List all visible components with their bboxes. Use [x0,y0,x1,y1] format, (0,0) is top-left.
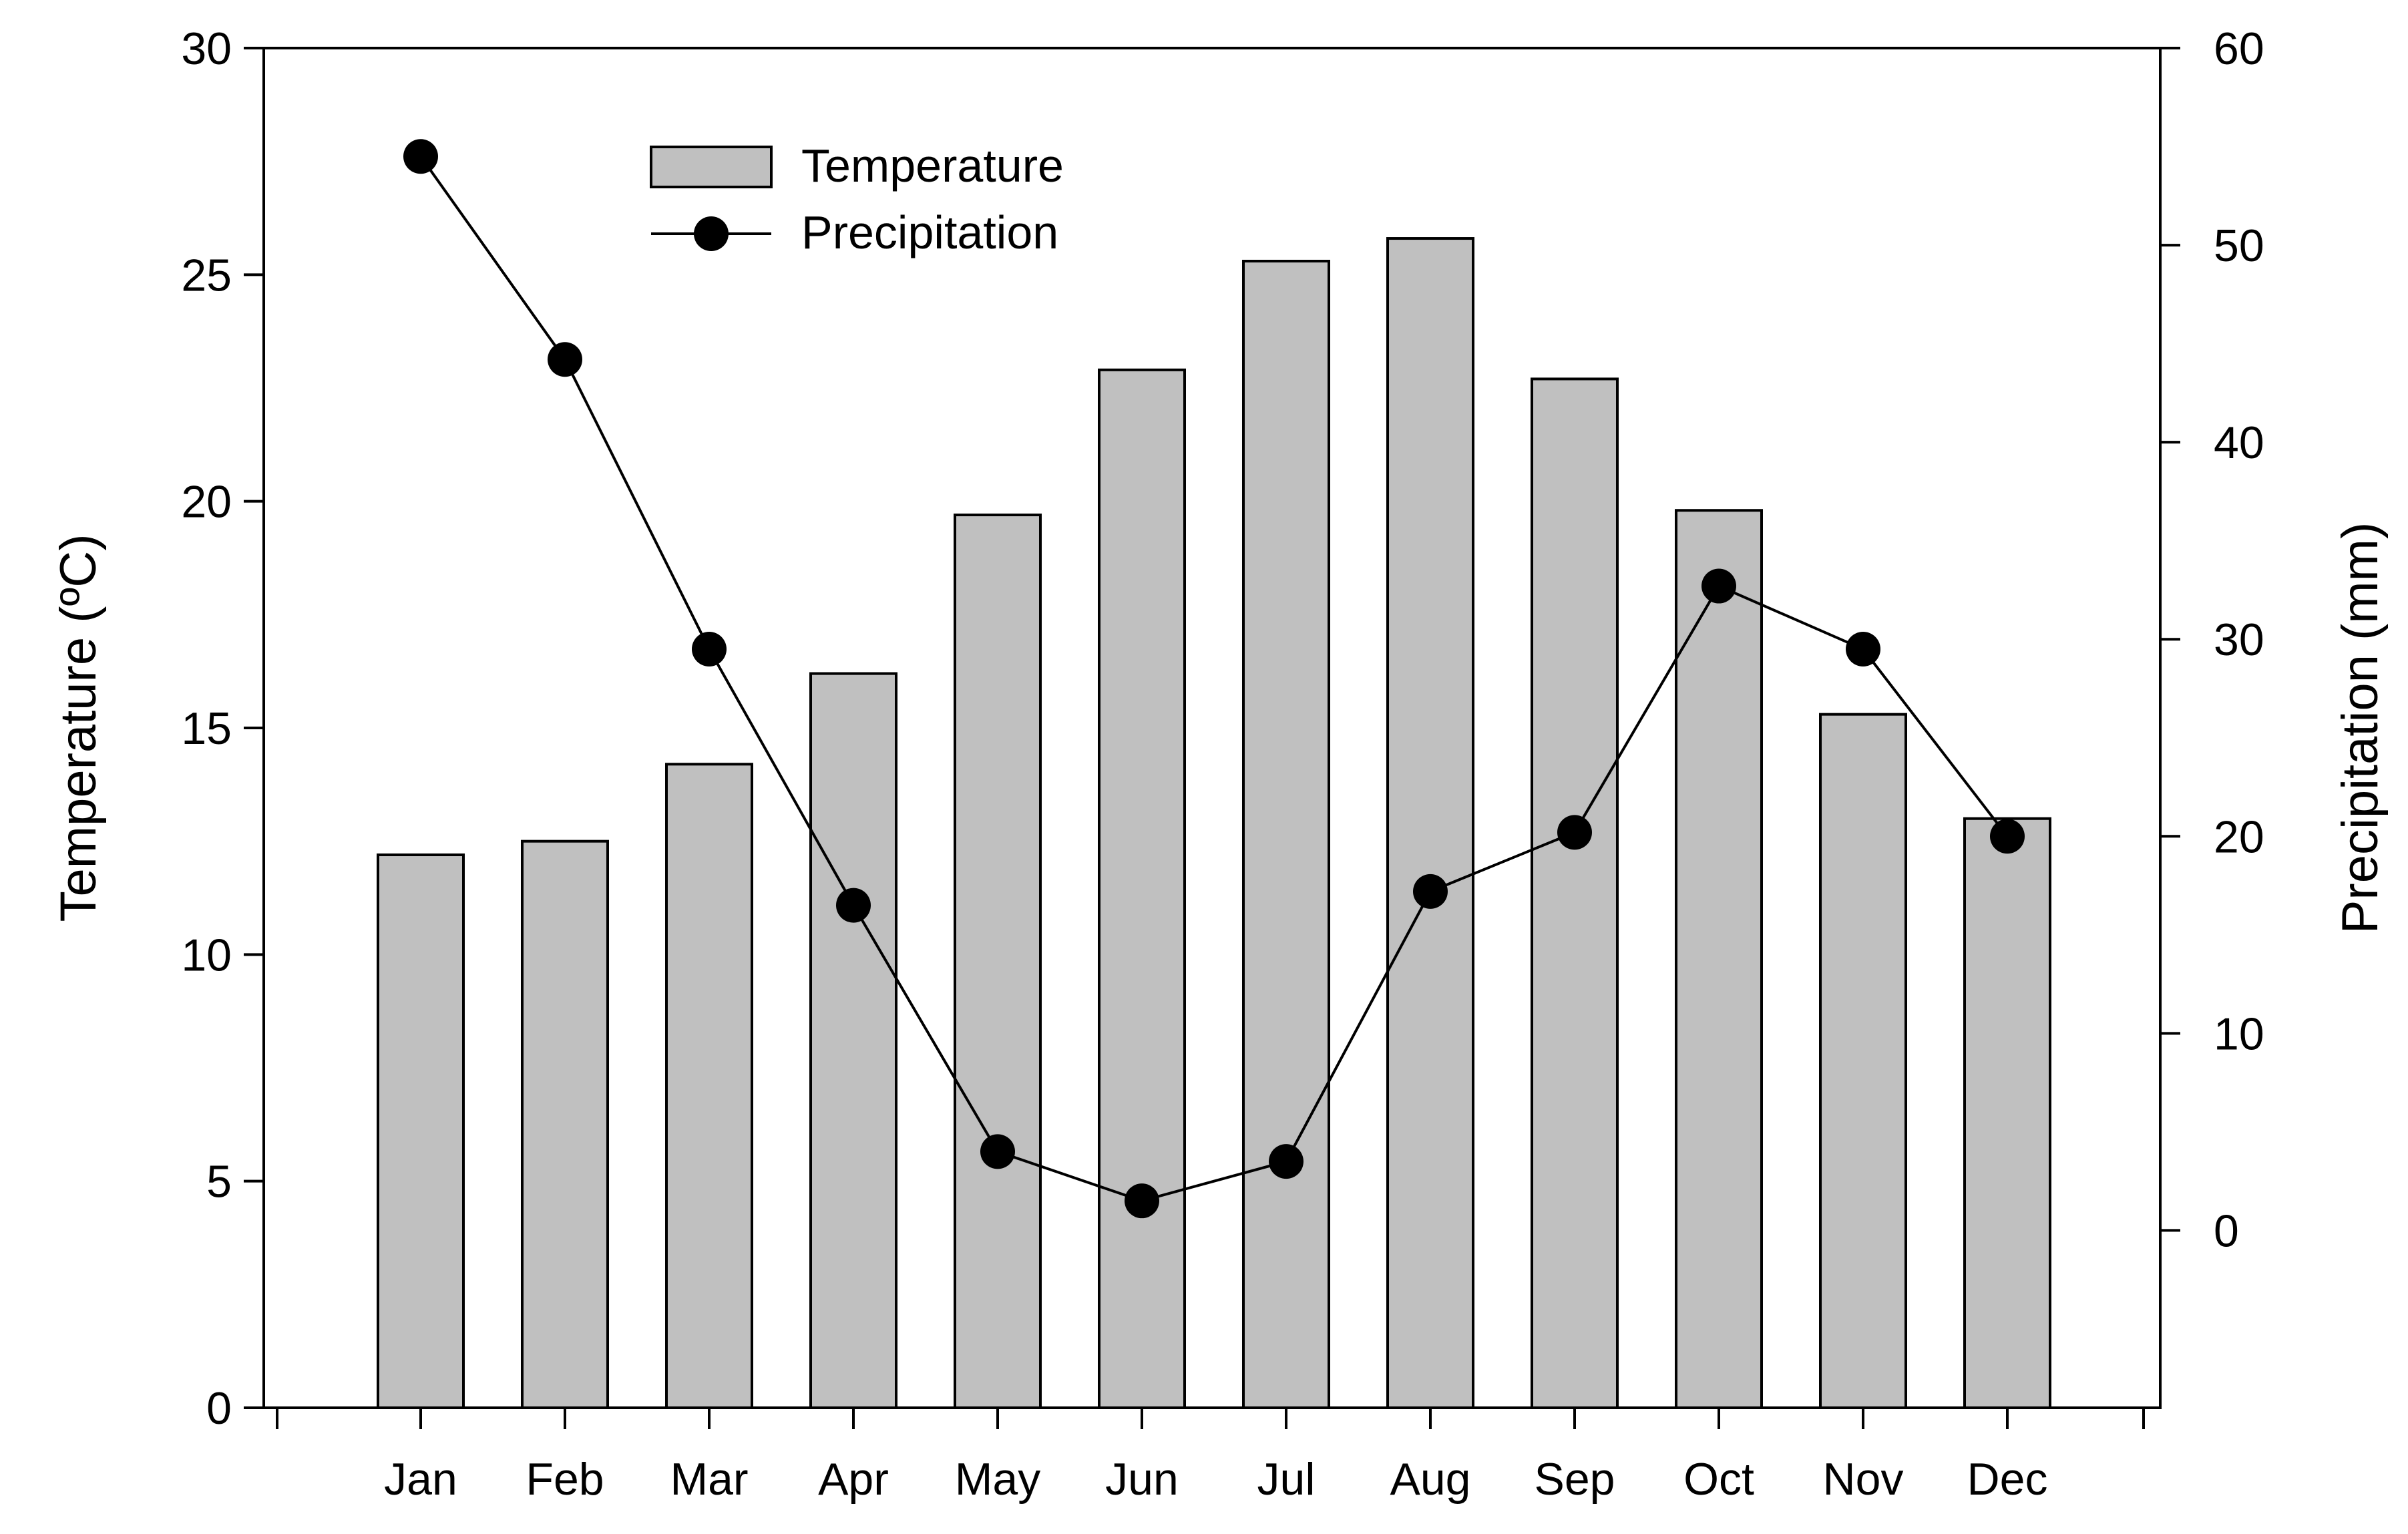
precipitation-point-jun [1125,1183,1159,1219]
bar-nov [1819,713,1907,1409]
bar-oct [1675,509,1763,1409]
precipitation-series [403,139,2025,1219]
y2-tick-label: 40 [2214,417,2264,468]
x-tick-label-mar: Mar [670,1454,748,1505]
precipitation-point-feb [548,342,582,377]
bar-jan [377,853,465,1409]
y-tick-label: 0 [206,1383,232,1434]
bar-dec [1963,817,2051,1409]
x-tick-label-oct: Oct [1683,1454,1754,1505]
bar-mar [665,763,753,1409]
y2-tick-label: 50 [2214,220,2264,271]
y-tick-label: 30 [181,23,232,74]
bar-jul [1242,259,1330,1409]
axes: 0 5 10 15 20 25 30 0 10 20 30 40 50 60 Jan Feb Mar Apr May… [181,23,2264,1505]
precipitation-point-oct [1701,568,1736,604]
legend-temperature-swatch [650,146,773,188]
precipitation-point-may [980,1134,1015,1169]
x-tick-label-may: May [955,1454,1040,1505]
x-tick-label-feb: Feb [526,1454,604,1505]
bar-apr [809,672,897,1409]
precipitation-point-apr [836,888,871,923]
x-tick-label-jun: Jun [1105,1454,1179,1505]
precipitation-point-dec [1990,819,2025,854]
x-tick-label-jul: Jul [1257,1454,1316,1505]
x-tick-label-sep: Sep [1535,1454,1615,1505]
legend: Temperature Precipitation [650,140,1064,258]
y-tick-label: 10 [181,930,232,980]
precipitation-point-sep [1557,815,1592,850]
y-tick-label: 25 [181,250,232,301]
temperature-bars [377,237,2051,1410]
precipitation-point-nov [1846,631,1880,666]
x-tick-label-nov: Nov [1823,1454,1904,1505]
x-tick-label-jan: Jan [384,1454,457,1505]
y2-tick-label: 10 [2214,1008,2264,1059]
legend-temperature-label: Temperature [801,140,1064,192]
y-tick-label: 5 [206,1157,232,1207]
bar-sep [1531,377,1619,1410]
precipitation-point-jul [1269,1144,1303,1179]
y2-tick-label: 60 [2214,23,2264,74]
bar-jun [1098,368,1186,1409]
y2-axis-title: Precipitation (mm) [2332,522,2389,934]
y2-tick-label: 0 [2214,1205,2239,1256]
bar-aug [1386,237,1474,1409]
legend-precipitation-label: Precipitation [801,206,1058,258]
precipitation-point-jan [403,139,438,174]
y-tick-label: 15 [181,703,232,754]
precipitation-point-mar [692,631,727,666]
y2-tick-label: 30 [2214,614,2264,665]
x-tick-label-apr: Apr [818,1454,889,1505]
legend-precipitation-marker [694,216,729,251]
x-tick-label-dec: Dec [1967,1454,2048,1505]
bar-feb [521,839,609,1409]
x-tick-label-aug: Aug [1390,1454,1471,1505]
y2-tick-label: 20 [2214,811,2264,862]
precipitation-line [419,156,2009,1203]
y-tick-label: 20 [181,477,232,528]
precipitation-point-aug [1413,874,1448,909]
bar-may [954,514,1042,1410]
y-axis-title: Temperature (ºC) [50,534,107,922]
